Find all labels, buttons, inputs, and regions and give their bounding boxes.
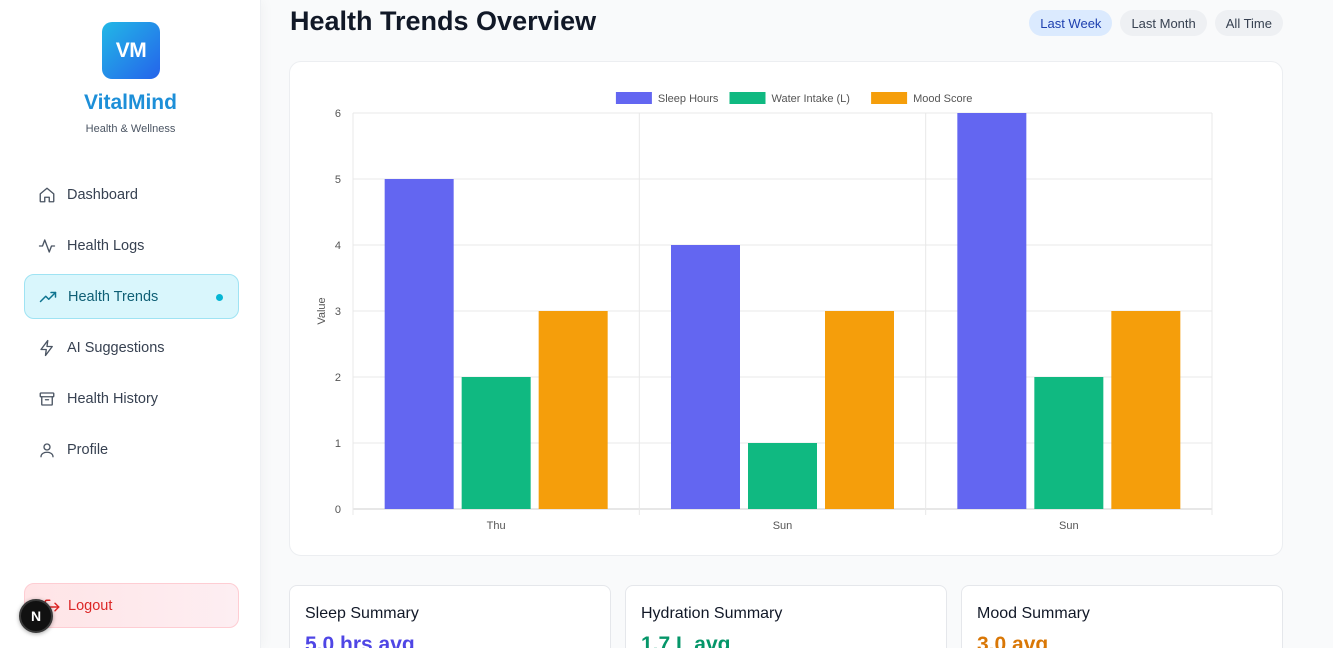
sidebar-item-health-history[interactable]: Health History <box>24 376 239 421</box>
summary-value: 5.0 hrs avg <box>305 633 415 648</box>
y-tick-label: 0 <box>335 504 341 516</box>
bar-sleep-hours <box>671 245 740 509</box>
sidebar-nav: Dashboard Health Logs Health Trends AI S… <box>24 172 239 478</box>
bar-mood-score <box>825 311 894 509</box>
dev-badge[interactable]: N <box>19 599 53 633</box>
sidebar-item-label: Health Trends <box>68 288 159 305</box>
y-tick-label: 1 <box>335 438 341 450</box>
health-trends-chart: 0 1 2 3 4 5 6 Thu Sun Sun Value Sleep Hours Water In… <box>316 92 1213 532</box>
sleep-summary-card: Sleep Summary 5.0 hrs avg <box>289 585 611 648</box>
sidebar-item-label: AI Suggestions <box>67 339 165 356</box>
sidebar-item-label: Dashboard <box>67 186 138 203</box>
home-icon <box>38 186 56 204</box>
legend-swatch <box>729 92 766 104</box>
logo[interactable]: VM <box>102 22 160 79</box>
summary-value: 3.0 avg <box>977 633 1049 648</box>
legend-swatch <box>615 92 652 104</box>
sidebar-item-health-logs[interactable]: Health Logs <box>24 223 239 268</box>
legend-label: Water Intake (L) <box>772 93 850 105</box>
logout-button[interactable]: Logout <box>24 583 239 628</box>
y-tick-label: 5 <box>335 174 341 186</box>
legend-label: Sleep Hours <box>658 93 719 105</box>
x-tick-label: Sun <box>773 520 793 532</box>
hydration-summary-card: Hydration Summary 1.7 L avg <box>625 585 947 648</box>
y-tick-label: 4 <box>335 240 341 252</box>
chart-card: 0 1 2 3 4 5 6 Thu Sun Sun Value Sleep Hours Water In… <box>289 61 1283 556</box>
summary-value: 1.7 L avg <box>641 633 731 648</box>
bar-sleep-hours <box>384 179 454 509</box>
logout-label: Logout <box>68 597 113 614</box>
activity-icon <box>38 237 56 255</box>
active-indicator <box>216 294 223 301</box>
sidebar-item-label: Profile <box>67 441 109 458</box>
summary-title: Hydration Summary <box>641 605 783 622</box>
x-tick-label: Thu <box>487 520 506 532</box>
sidebar-item-dashboard[interactable]: Dashboard <box>24 172 239 217</box>
summary-title: Mood Summary <box>977 605 1090 622</box>
bar-mood-score <box>538 311 608 509</box>
range-tab-last-week[interactable]: Last Week <box>1029 10 1113 36</box>
y-tick-label: 6 <box>335 108 341 120</box>
range-tabs: Last Week Last Month All Time <box>1029 10 1283 36</box>
summary-title: Sleep Summary <box>305 605 419 622</box>
sidebar-item-label: Health Logs <box>67 237 145 254</box>
brand-tagline: Health & Wellness <box>85 123 176 135</box>
y-axis-label: Value <box>316 297 328 324</box>
bar-water-intake-l <box>461 377 531 509</box>
y-tick-label: 3 <box>335 306 341 318</box>
range-tab-all-time[interactable]: All Time <box>1214 10 1283 36</box>
mood-summary-card: Mood Summary 3.0 avg <box>961 585 1283 648</box>
y-tick-label: 2 <box>335 372 341 384</box>
user-icon <box>38 441 56 459</box>
sidebar-item-health-trends[interactable]: Health Trends <box>24 274 239 319</box>
bar-water-intake-l <box>748 443 817 509</box>
sidebar-item-profile[interactable]: Profile <box>24 427 239 472</box>
legend-label: Mood Score <box>913 93 972 105</box>
range-tab-last-month[interactable]: Last Month <box>1120 10 1207 36</box>
bar-water-intake-l <box>1034 377 1104 509</box>
x-tick-label: Sun <box>1059 520 1079 532</box>
bar-mood-score <box>1111 311 1181 509</box>
sidebar-item-label: Health History <box>67 390 159 407</box>
brand-name: VitalMind <box>84 91 177 114</box>
legend-swatch <box>871 92 908 104</box>
archive-icon <box>38 390 56 408</box>
zap-icon <box>38 339 56 357</box>
page-title: Health Trends Overview <box>290 6 597 36</box>
bar-sleep-hours <box>957 113 1027 509</box>
sidebar: VM VitalMind Health & Wellness Dashboard… <box>0 0 261 648</box>
sidebar-item-ai-suggestions[interactable]: AI Suggestions <box>24 325 239 370</box>
trending-up-icon <box>39 288 57 306</box>
